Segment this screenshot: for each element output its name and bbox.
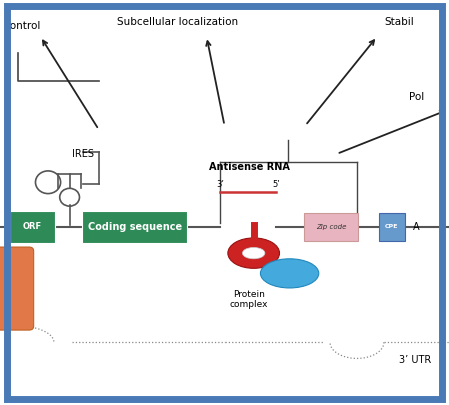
Text: A: A <box>413 222 420 232</box>
Text: Zip code: Zip code <box>316 224 346 230</box>
Ellipse shape <box>228 238 279 269</box>
Text: 3’: 3’ <box>216 180 224 189</box>
FancyBboxPatch shape <box>10 211 55 243</box>
Text: 5’: 5’ <box>272 180 280 189</box>
FancyBboxPatch shape <box>379 213 405 241</box>
Text: Protein
complex: Protein complex <box>230 290 269 309</box>
Ellipse shape <box>242 247 265 259</box>
Text: Subcellular localization: Subcellular localization <box>117 17 238 27</box>
Text: control: control <box>4 21 41 31</box>
FancyBboxPatch shape <box>304 213 358 241</box>
FancyBboxPatch shape <box>0 247 34 330</box>
Text: Pol: Pol <box>409 92 424 102</box>
Text: Antisense RNA: Antisense RNA <box>209 162 290 172</box>
FancyBboxPatch shape <box>82 211 187 243</box>
Text: Stabil: Stabil <box>384 17 414 27</box>
Text: IRES: IRES <box>72 149 94 159</box>
Ellipse shape <box>260 259 319 288</box>
Text: 3’ UTR: 3’ UTR <box>399 356 431 365</box>
Text: Coding sequence: Coding sequence <box>88 222 182 232</box>
Text: CPE: CPE <box>385 224 398 229</box>
Text: ORF: ORF <box>23 222 42 231</box>
